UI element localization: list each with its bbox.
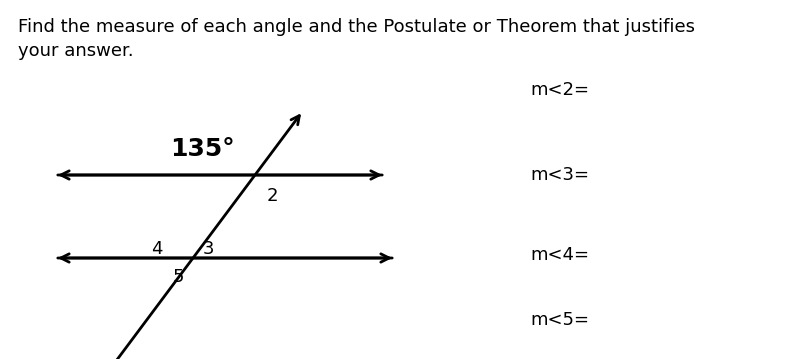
Text: m<4=: m<4= bbox=[530, 246, 589, 264]
Text: m<2=: m<2= bbox=[530, 81, 589, 99]
Text: 2: 2 bbox=[267, 187, 278, 205]
Text: m<3=: m<3= bbox=[530, 166, 589, 184]
Text: 4: 4 bbox=[151, 240, 163, 258]
Text: your answer.: your answer. bbox=[18, 42, 134, 60]
Text: Find the measure of each angle and the Postulate or Theorem that justifies: Find the measure of each angle and the P… bbox=[18, 18, 695, 36]
Text: 135°: 135° bbox=[170, 137, 234, 161]
Text: m<5=: m<5= bbox=[530, 311, 589, 329]
Text: 3: 3 bbox=[203, 240, 214, 258]
Text: 5: 5 bbox=[173, 268, 185, 286]
